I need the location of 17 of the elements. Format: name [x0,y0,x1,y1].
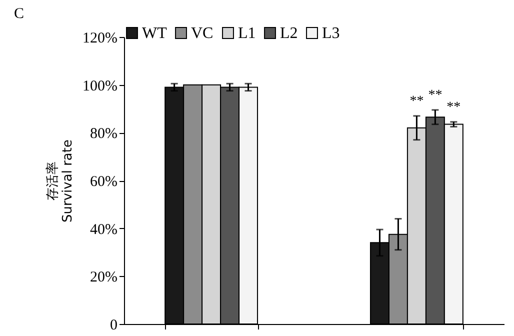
y-axis-title: 存活率 Survival rate [44,140,76,222]
legend-label: L3 [322,25,340,42]
y-tick-label: 120% [82,30,118,46]
legend-label: WT [142,25,168,42]
y-tick-label: 0 [110,318,118,334]
y-tick-label: 100% [82,78,118,94]
y-tick-label: 40% [90,222,118,238]
data-label: ** [428,88,442,103]
data-label: ** [446,100,461,115]
data-label: ** [410,94,424,109]
y-tick-label: 20% [90,270,118,286]
y-tick-label: 60% [90,174,118,190]
legend-label: L2 [280,25,298,42]
chart-title: C [14,6,24,22]
legend-label: L1 [238,25,256,42]
legend-label: VC [191,25,214,42]
y-tick-label: 80% [90,126,118,142]
